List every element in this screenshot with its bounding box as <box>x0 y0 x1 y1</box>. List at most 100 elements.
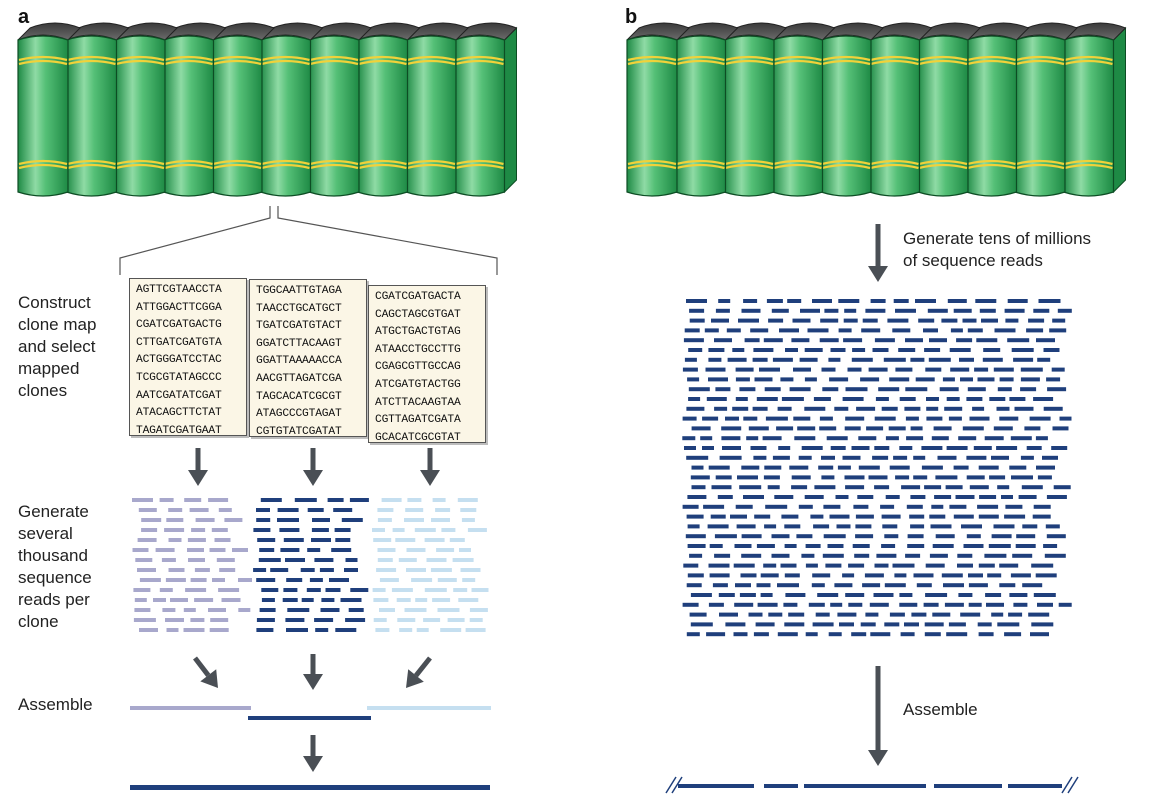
assembled-sequence <box>130 785 490 790</box>
book-side-cover <box>504 26 517 194</box>
read-shotgun <box>764 524 777 529</box>
read-clone2 <box>261 588 279 592</box>
book-top-pages <box>675 22 739 41</box>
read-shotgun <box>1020 387 1037 392</box>
book-band <box>358 159 407 166</box>
read-shotgun <box>925 367 942 372</box>
read-shotgun <box>688 348 703 352</box>
sequence-line: CTTGATCGATGTA <box>136 336 222 349</box>
read-shotgun <box>946 632 968 637</box>
read-clone2 <box>327 498 344 502</box>
read-shotgun <box>1051 446 1068 450</box>
book-band <box>918 59 968 66</box>
read-shotgun <box>700 436 713 441</box>
read-clone3 <box>465 628 486 632</box>
read-shotgun <box>1046 377 1061 382</box>
book-band <box>115 163 165 170</box>
read-shotgun <box>830 446 846 450</box>
read-shotgun <box>763 338 783 343</box>
read-clone2 <box>270 568 289 572</box>
read-clone3 <box>459 548 471 552</box>
read-shotgun <box>855 524 872 529</box>
read-shotgun <box>843 338 863 343</box>
read-shotgun <box>854 553 870 558</box>
read-clone2 <box>319 568 334 572</box>
read-shotgun <box>1026 328 1044 333</box>
book-top-pages <box>66 22 130 41</box>
sequence-line: GCACATCGCGTAT <box>375 431 461 444</box>
read-clone1 <box>218 508 232 512</box>
contig-clone1 <box>130 706 251 710</box>
book-band <box>164 55 213 62</box>
book-band <box>358 55 407 62</box>
read-shotgun <box>881 406 898 411</box>
read-shotgun <box>821 475 835 480</box>
read-shotgun <box>726 328 741 333</box>
book-band <box>406 163 456 170</box>
read-shotgun <box>844 308 857 313</box>
arrow-clone3-assemble-shaft <box>414 656 432 678</box>
book-top-pages <box>626 22 690 41</box>
read-shotgun <box>1010 573 1031 578</box>
book-band <box>724 163 774 170</box>
book-top-pages <box>869 22 933 41</box>
read-clone2 <box>260 498 282 502</box>
read-shotgun <box>1038 299 1061 303</box>
read-clone3 <box>432 498 446 502</box>
book-band <box>212 163 262 170</box>
generate-label-line: several <box>18 524 73 543</box>
read-shotgun <box>1016 534 1036 539</box>
read-clone1 <box>187 548 204 552</box>
read-clone2 <box>307 508 324 512</box>
book-band <box>918 163 968 170</box>
read-shotgun <box>702 446 714 450</box>
generate-reads-label: Generate several thousand sequence reads… <box>18 501 92 633</box>
read-shotgun <box>874 338 895 343</box>
read-shotgun <box>684 446 696 450</box>
read-shotgun <box>817 593 839 597</box>
read-shotgun <box>691 426 711 431</box>
read-shotgun <box>855 534 874 539</box>
sequence-line: CGTTAGATCGATA <box>375 414 461 427</box>
book-spine <box>114 35 166 197</box>
read-shotgun <box>757 602 778 607</box>
book <box>868 22 933 197</box>
book-band <box>724 159 774 166</box>
read-shotgun <box>683 338 704 343</box>
read-shotgun <box>957 553 973 558</box>
read-shotgun <box>838 299 860 303</box>
read-shotgun <box>756 397 778 401</box>
read-shotgun <box>708 602 724 607</box>
read-shotgun <box>771 553 790 558</box>
sequence-card-2: TGGCAATTGTAGA TAACCTGCATGCT TGATCGATGTAC… <box>249 279 367 438</box>
read-shotgun <box>1046 495 1067 499</box>
read-shotgun <box>711 318 729 323</box>
read-shotgun <box>834 406 849 411</box>
read-clone1 <box>170 598 188 602</box>
book-band <box>821 163 871 170</box>
read-clone3 <box>405 508 424 512</box>
read-shotgun <box>821 455 835 460</box>
read-shotgun <box>950 367 970 372</box>
read-shotgun <box>923 602 939 607</box>
read-shotgun <box>928 357 951 362</box>
read-shotgun <box>780 377 794 382</box>
book-band <box>821 159 871 166</box>
read-shotgun <box>735 367 754 372</box>
book-band <box>261 159 310 166</box>
arrow-generate-reads-b-head <box>868 266 888 282</box>
read-shotgun <box>893 299 909 303</box>
read-shotgun <box>754 514 771 519</box>
read-clone3 <box>395 538 416 542</box>
read-shotgun <box>904 406 921 411</box>
read-clone1 <box>137 568 156 572</box>
book-top-pages <box>260 22 324 41</box>
read-shotgun <box>929 338 947 343</box>
read-clone3 <box>453 588 468 592</box>
read-clone3 <box>392 528 405 532</box>
read-shotgun <box>760 573 779 578</box>
assembled-contigs-b <box>665 776 1079 794</box>
read-clone2 <box>253 568 267 572</box>
book-spine <box>771 35 824 197</box>
book-band <box>676 163 725 170</box>
